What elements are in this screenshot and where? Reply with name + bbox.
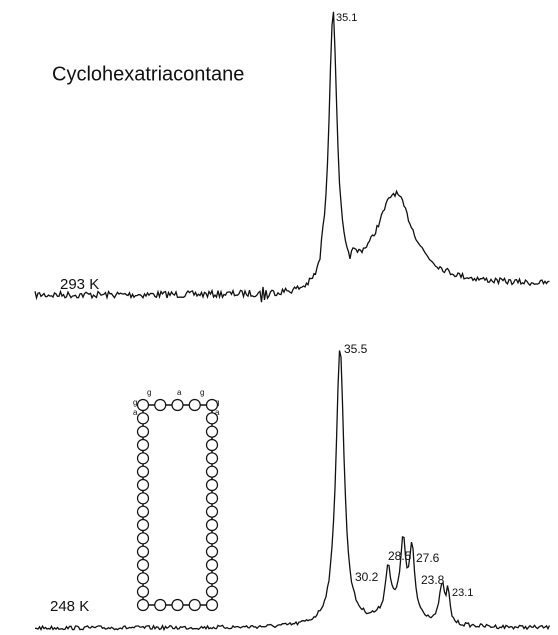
carbon-atom <box>205 492 219 505</box>
conformation-label: a <box>215 408 220 417</box>
carbon-atom <box>136 598 150 612</box>
carbon-atom <box>136 558 150 572</box>
carbon-atom <box>205 465 219 478</box>
carbon-atom <box>205 478 219 492</box>
carbon-atom <box>205 438 219 452</box>
carbon-atom <box>136 425 150 438</box>
conformation-label: g <box>200 388 204 397</box>
spectrum-trace <box>34 11 550 303</box>
carbon-atom <box>205 545 219 558</box>
peak-label: 27.6 <box>416 551 440 565</box>
carbon-atom <box>205 598 219 612</box>
conformation-label: a <box>177 388 182 397</box>
carbon-atom <box>136 505 150 518</box>
carbon-atom <box>136 465 150 478</box>
molecule: g a g g a g a <box>133 388 220 612</box>
peak-label: 28.5 <box>388 549 412 563</box>
conformation-label: g <box>147 388 151 397</box>
peak-label: 23.8 <box>421 573 445 587</box>
carbon-atom <box>154 598 167 612</box>
carbon-atom <box>136 478 150 492</box>
carbon-atom <box>205 505 219 518</box>
carbon-atom <box>154 398 167 412</box>
carbon-atom <box>205 425 219 438</box>
carbon-atom <box>171 398 184 412</box>
carbon-atom <box>205 452 219 465</box>
molecule-bonds <box>142 404 213 606</box>
carbon-atom <box>205 558 219 572</box>
carbon-atom <box>205 572 219 585</box>
carbon-atom <box>136 438 150 452</box>
temperature-label: 293 K <box>60 276 99 293</box>
carbon-atom <box>205 412 219 425</box>
temperature-label: 248 K <box>50 598 89 615</box>
carbon-atom <box>136 532 150 545</box>
carbon-atom <box>188 398 201 412</box>
carbon-atom <box>171 598 184 612</box>
title: Cyclohexatriacontane <box>52 63 244 85</box>
spectrum-trace <box>34 350 551 632</box>
carbon-atom <box>136 518 150 532</box>
carbon-atom <box>136 412 150 425</box>
carbon-atom <box>136 585 150 598</box>
peak-label: 35.1 <box>336 12 357 24</box>
carbon-atom <box>205 518 219 532</box>
carbon-atom <box>136 452 150 465</box>
carbon-atom <box>205 398 219 412</box>
peak-label: 23.1 <box>452 587 473 599</box>
peak-label: 35.5 <box>344 342 368 356</box>
carbon-atom <box>136 492 150 505</box>
carbon-atom <box>136 572 150 585</box>
peak-label: 30.2 <box>355 570 379 584</box>
carbon-atom <box>205 585 219 598</box>
carbon-atom <box>188 598 201 612</box>
carbon-atom <box>136 545 150 558</box>
conformation-label: a <box>133 408 138 417</box>
conformation-label: g <box>133 398 137 407</box>
carbon-atom <box>136 398 150 412</box>
carbon-atom <box>205 532 219 545</box>
